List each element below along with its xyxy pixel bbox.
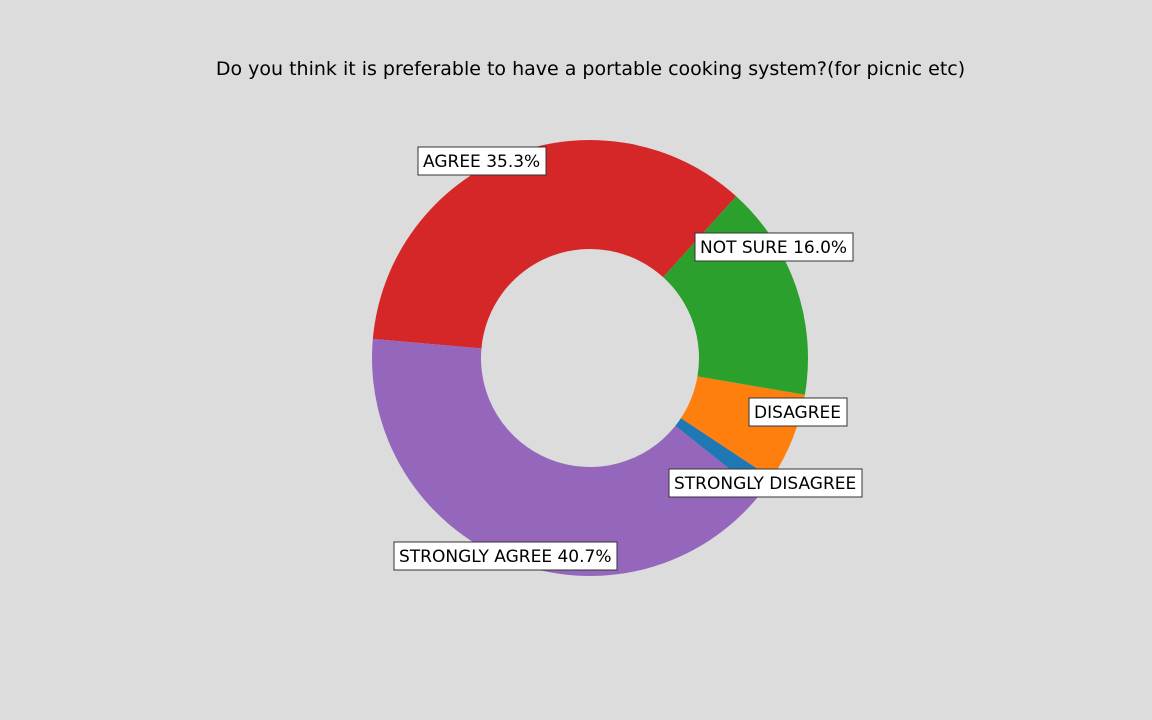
slice-label-not-sure: NOT SURE 16.0% <box>694 232 854 262</box>
slice-label-box <box>694 232 854 262</box>
slice-strongly-agree <box>372 338 761 576</box>
slice-label-disagree: DISAGREE <box>748 397 848 427</box>
slice-label-text: AGREE 35.3% <box>423 152 540 172</box>
slice-label-box <box>393 541 618 571</box>
slice-agree <box>372 140 737 349</box>
slice-label-box <box>748 397 848 427</box>
chart-title: Do you think it is preferable to have a … <box>215 58 966 80</box>
slice-label-strongly-agree: STRONGLY AGREE 40.7% <box>393 541 618 571</box>
slice-label-box <box>668 468 863 498</box>
slice-label-text: NOT SURE 16.0% <box>700 238 847 258</box>
slice-label-agree: AGREE 35.3% <box>417 146 547 176</box>
slice-label-box <box>417 146 547 176</box>
slice-label-strongly-disagree: STRONGLY DISAGREE <box>668 468 863 498</box>
slice-label-text: STRONGLY AGREE 40.7% <box>399 547 611 567</box>
slice-label-text: DISAGREE <box>754 403 841 423</box>
slice-label-text: STRONGLY DISAGREE <box>674 474 856 494</box>
